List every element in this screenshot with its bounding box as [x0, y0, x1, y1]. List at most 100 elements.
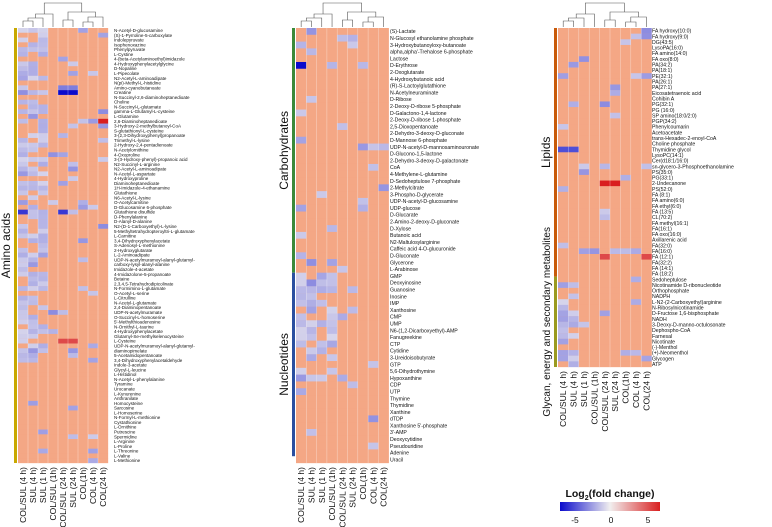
heatmap-cell	[48, 109, 59, 115]
row-label: UDP-N-acetyl-D-mannosaminouronate	[390, 145, 479, 151]
heatmap-cell	[630, 197, 642, 204]
heatmap-cell	[599, 50, 611, 57]
heatmap-cell	[18, 381, 29, 387]
heatmap-cell	[326, 286, 338, 294]
row-label: D-Nopaline	[114, 66, 137, 71]
heatmap-cell	[306, 238, 317, 246]
row-label: D-Gluconate	[390, 254, 419, 260]
heatmap-cell	[58, 142, 69, 148]
heatmap-cell	[316, 150, 328, 158]
heatmap-cell	[296, 408, 307, 416]
row-label: PGP(34:2)	[652, 119, 677, 125]
heatmap-cell	[610, 220, 621, 226]
heatmap-cell	[88, 376, 99, 382]
heatmap-cell	[68, 410, 79, 416]
heatmap-cell	[578, 333, 590, 339]
heatmap-cell	[326, 456, 338, 464]
heatmap-cell	[98, 123, 109, 129]
group-bar	[554, 28, 557, 277]
heatmap-cell	[357, 170, 369, 178]
heatmap-cell	[599, 107, 611, 113]
heatmap-cell	[48, 439, 59, 445]
heatmap-cell	[368, 327, 379, 335]
heatmap-cell	[599, 344, 611, 351]
heatmap-cell	[88, 343, 99, 349]
heatmap-cell	[48, 137, 59, 143]
heatmap-cell	[368, 41, 379, 49]
heatmap-cell	[98, 109, 109, 115]
heatmap-cell	[378, 109, 389, 117]
heatmap-cell	[38, 410, 49, 416]
heatmap-cell	[18, 61, 29, 67]
heatmap-cell	[28, 247, 39, 253]
heatmap-cell	[378, 28, 389, 35]
heatmap-cell	[568, 56, 579, 63]
heatmap-cell	[38, 214, 49, 220]
heatmap-cell	[18, 247, 29, 253]
heatmap-cell	[578, 90, 590, 96]
heatmap-cell	[337, 272, 348, 280]
column-dendrogram	[22, 2, 104, 27]
row-label: Glutathione disulfide	[114, 210, 156, 215]
heatmap-cell	[316, 75, 328, 83]
row-label: Sarcosine	[114, 406, 135, 411]
heatmap-cell	[641, 197, 652, 204]
heatmap-cell	[347, 116, 358, 124]
dendrogram-link	[43, 2, 83, 14]
heatmap-cell	[357, 102, 369, 110]
heatmap-cell	[48, 252, 59, 258]
heatmap-cell	[68, 439, 79, 445]
heatmap-cell	[558, 112, 569, 119]
heatmap-cell	[568, 321, 579, 328]
heatmap-cell	[28, 118, 39, 124]
row-label: Sedoheptulose	[652, 277, 687, 283]
heatmap-cell	[578, 310, 590, 317]
heatmap-cell	[48, 348, 59, 354]
heatmap-cell	[599, 61, 611, 68]
heatmap-cell	[599, 84, 611, 91]
heatmap-cell	[98, 66, 109, 72]
heatmap-cell	[296, 89, 307, 97]
heatmap-cell	[558, 197, 569, 204]
heatmap-cell	[68, 295, 79, 301]
heatmap-cell	[641, 214, 652, 221]
heatmap-cell	[568, 237, 579, 243]
heatmap-cell	[58, 281, 69, 287]
heatmap-cell	[306, 381, 317, 389]
heatmap-cell	[28, 190, 39, 196]
heatmap-cell	[58, 439, 69, 445]
heatmap-cell	[368, 279, 379, 287]
heatmap-cell	[296, 75, 307, 83]
row-label: Trimethyl-L-lysine	[114, 138, 150, 143]
heatmap-cell	[630, 107, 642, 113]
heatmap-cell	[28, 257, 39, 263]
heatmap-cell	[347, 340, 358, 348]
heatmap-cell	[357, 225, 369, 233]
row-labels: FA hydroxy(10:0)FA hydroxy(9:0)DG(43:5)L…	[652, 29, 734, 368]
heatmap-cell	[306, 272, 317, 280]
heatmap-cell	[88, 238, 99, 244]
row-label: D-Glucarate	[390, 213, 418, 219]
heatmap-cell	[58, 276, 69, 282]
heatmap-cell	[610, 141, 621, 147]
heatmap-cell	[296, 34, 307, 42]
heatmap-cell	[48, 372, 59, 378]
heatmap-cell	[28, 137, 39, 143]
column-labels: COL/SUL (4 h) SUL (4 h) SUL (1 h) COL/SUL (…	[558, 371, 651, 432]
heatmap-cell	[630, 225, 642, 232]
heatmap-cell	[98, 314, 109, 320]
heatmap-cell	[38, 109, 49, 115]
heatmap-cell	[18, 338, 29, 344]
heatmap-cell	[599, 287, 611, 294]
heatmap-cell	[558, 333, 569, 339]
heatmap-cell	[326, 429, 338, 436]
heatmap-cell	[578, 67, 590, 74]
heatmap-cell	[28, 348, 39, 354]
heatmap-cell	[38, 458, 49, 464]
heatmap-cell	[28, 47, 39, 53]
heatmap-cell	[378, 388, 389, 396]
heatmap-cell	[641, 220, 652, 226]
heatmap-cell	[337, 75, 348, 83]
row-label: FA (18:2)	[652, 272, 673, 278]
heatmap-cell	[316, 435, 328, 443]
